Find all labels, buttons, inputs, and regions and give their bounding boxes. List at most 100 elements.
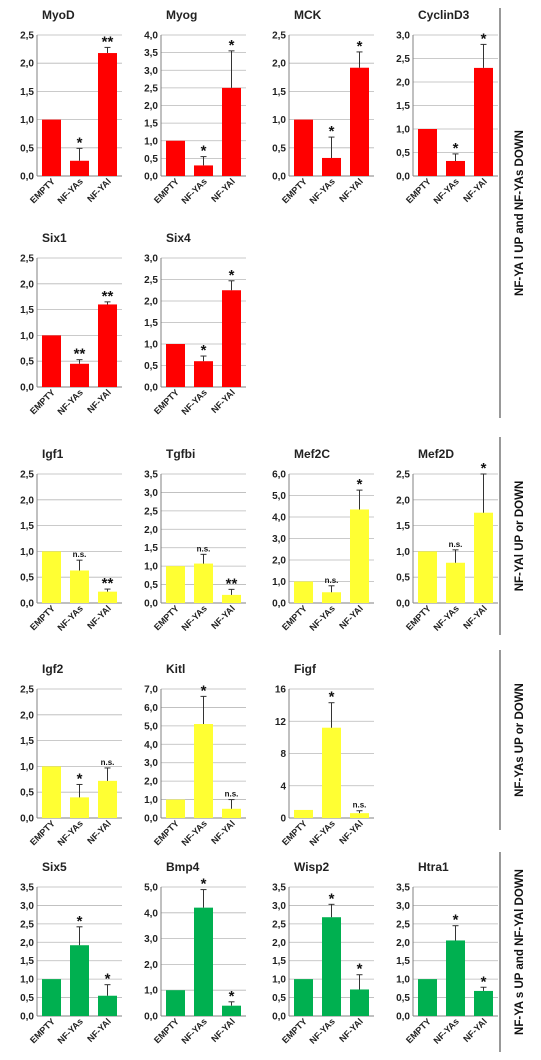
- y-tick-label: 1,5: [20, 87, 34, 98]
- y-tick-label: 1,0: [144, 136, 158, 147]
- y-tick-label: 1,0: [20, 762, 34, 773]
- x-tick-label: NF-YAl: [85, 1016, 113, 1044]
- y-tick-label: 1,0: [144, 795, 158, 806]
- y-tick-label: 0,5: [20, 788, 34, 799]
- chart-mef2d: Mef2D0,00,51,01,52,02,5EMPTYn.s.NF-YAs*N…: [396, 447, 498, 633]
- y-tick-label: 2,0: [272, 556, 286, 567]
- bar-bmp4-empty: [166, 990, 185, 1016]
- y-tick-label: 0: [280, 814, 286, 825]
- bar-myod-nf-yas: [70, 160, 89, 176]
- x-tick-label: NF-YAs: [179, 176, 208, 205]
- y-tick-label: 8: [280, 749, 286, 760]
- bar-six1-nf-yas: [70, 363, 89, 387]
- y-tick-label: 0,0: [20, 383, 34, 394]
- y-tick-label: 5,0: [144, 721, 158, 732]
- chart-title-igf2: Igf2: [42, 662, 64, 676]
- chart-bmp4: Bmp40,01,02,03,04,05,0EMPTY*NF-YAs*NF-YA…: [144, 860, 246, 1046]
- chart-title-six1: Six1: [42, 231, 67, 245]
- y-tick-label: 0,0: [272, 599, 286, 610]
- y-tick-label: 0,0: [272, 1012, 286, 1023]
- y-tick-label: 1,0: [144, 340, 158, 351]
- y-tick-label: 0,0: [20, 814, 34, 825]
- y-tick-label: 1,0: [396, 547, 410, 558]
- y-tick-label: 2,5: [20, 254, 34, 265]
- y-tick-label: 1,5: [396, 521, 410, 532]
- y-tick-label: 4,0: [144, 908, 158, 919]
- chart-title-myog: Myog: [166, 8, 197, 22]
- bar-six1-nf-yal: [98, 304, 117, 387]
- y-tick-label: 2,5: [20, 31, 34, 42]
- bar-figf-nf-yal: [350, 813, 369, 818]
- y-tick-label: 1,5: [272, 87, 286, 98]
- bar-six4-nf-yas: [194, 361, 213, 387]
- y-tick-label: 3,0: [144, 66, 158, 77]
- significance-label: *: [201, 143, 207, 160]
- bar-six5-nf-yas: [70, 945, 89, 1016]
- y-tick-label: 3,0: [396, 901, 410, 912]
- chart-title-myod: MyoD: [42, 8, 75, 22]
- bar-six5-empty: [42, 979, 61, 1016]
- chart-title-bmp4: Bmp4: [166, 860, 200, 874]
- bar-cyclind3-nf-yas: [446, 160, 465, 176]
- y-tick-label: 2,5: [272, 31, 286, 42]
- significance-label: *: [453, 140, 459, 157]
- bar-tgfbi-nf-yas: [194, 563, 213, 603]
- chart-title-igf1: Igf1: [42, 447, 64, 461]
- x-tick-label: NF-YAs: [431, 176, 460, 205]
- x-tick-label: NF-YAs: [55, 603, 84, 632]
- x-tick-label: NF-YAl: [85, 387, 113, 415]
- y-tick-label: 2,5: [20, 919, 34, 930]
- bar-myog-empty: [166, 140, 185, 176]
- significance-label: **: [102, 288, 114, 305]
- y-tick-label: 3,0: [144, 758, 158, 769]
- y-tick-label: 0,5: [272, 993, 286, 1004]
- significance-label: *: [357, 38, 363, 55]
- bar-mef2c-empty: [294, 581, 313, 603]
- y-tick-label: 6,0: [144, 703, 158, 714]
- bar-cyclind3-nf-yal: [474, 67, 493, 176]
- y-tick-label: 0,5: [396, 993, 410, 1004]
- group-label-4: NF-YA s UP and NF-YAl DOWN: [514, 869, 526, 1035]
- chart-kitl: Kitl0,01,02,03,04,05,06,07,0EMPTY*NF-YAs…: [144, 662, 246, 848]
- bar-myod-empty: [42, 119, 61, 176]
- x-tick-label: NF-YAl: [337, 818, 365, 846]
- significance-label: n.s.: [325, 576, 339, 585]
- y-tick-label: 2,5: [144, 83, 158, 94]
- significance-label: n.s.: [449, 540, 463, 549]
- chart-title-figf: Figf: [294, 662, 317, 676]
- y-tick-label: 12: [275, 717, 287, 728]
- bar-htra1-nf-yas: [446, 940, 465, 1016]
- chart-title-six5: Six5: [42, 860, 67, 874]
- bar-igf2-empty: [42, 766, 61, 818]
- bar-kitl-nf-yal: [222, 808, 241, 818]
- y-tick-label: 2,5: [144, 275, 158, 286]
- x-tick-label: NF-YAs: [55, 387, 84, 416]
- significance-label: *: [77, 913, 83, 930]
- significance-label: *: [453, 912, 459, 929]
- x-tick-label: NF-YAs: [55, 818, 84, 847]
- y-tick-label: 0,0: [20, 172, 34, 183]
- y-tick-label: 0,5: [396, 573, 410, 584]
- x-tick-label: NF-YAs: [179, 818, 208, 847]
- significance-label: *: [481, 973, 487, 990]
- significance-label: *: [329, 123, 335, 140]
- y-tick-label: 2,0: [144, 297, 158, 308]
- y-tick-label: 3,0: [144, 254, 158, 265]
- y-tick-label: 0,5: [396, 148, 410, 159]
- x-tick-label: NF-YAl: [209, 603, 237, 631]
- y-tick-label: 3,5: [396, 883, 410, 894]
- bar-mef2d-nf-yas: [446, 562, 465, 603]
- y-tick-label: 1,5: [272, 956, 286, 967]
- bar-tgfbi-empty: [166, 566, 185, 603]
- x-tick-label: NF-YAs: [179, 603, 208, 632]
- y-tick-label: 2,0: [272, 59, 286, 70]
- significance-label: **: [226, 575, 238, 592]
- x-tick-label: NF-YAl: [461, 176, 489, 204]
- y-tick-label: 0,0: [272, 172, 286, 183]
- y-tick-label: 2,0: [396, 78, 410, 89]
- y-tick-label: 0,5: [144, 154, 158, 165]
- bar-kitl-nf-yas: [194, 724, 213, 818]
- significance-label: *: [357, 961, 363, 978]
- x-tick-label: NF-YAs: [55, 176, 84, 205]
- bar-igf1-nf-yas: [70, 570, 89, 603]
